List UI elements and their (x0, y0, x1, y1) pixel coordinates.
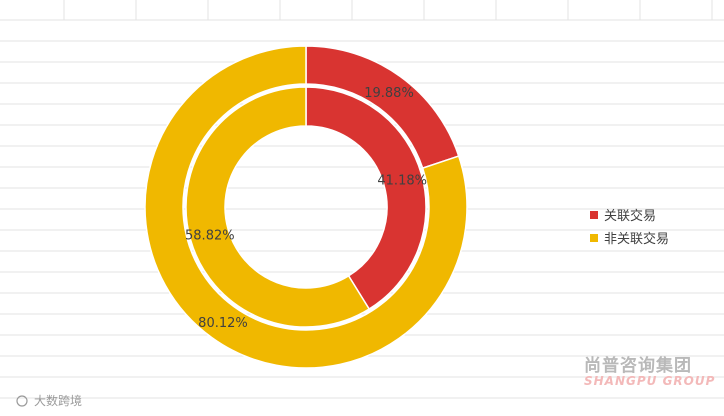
outer-ring-slice-nonrelated (144, 45, 468, 369)
watermark-company-en: SHANGPU GROUP (584, 374, 715, 388)
watermark-company: 尚普咨询集团 SHANGPU GROUP (584, 355, 715, 388)
outer-ring-label-related: 19.88% (364, 86, 414, 101)
watermark-bottom-left: 大数跨境 (16, 393, 82, 408)
legend: 关联交易 非关联交易 (590, 208, 669, 247)
inner-ring-slice-related (305, 86, 427, 311)
data-labels: 19.88% 80.12% 41.18% 58.82% (185, 86, 427, 331)
legend-label-nonrelated: 非关联交易 (604, 231, 669, 247)
inner-ring-label-nonrelated: 58.82% (185, 228, 235, 243)
watermark-company-cn: 尚普咨询集团 (584, 355, 692, 376)
legend-label-related: 关联交易 (604, 208, 656, 224)
legend-swatch-nonrelated (590, 234, 598, 242)
legend-swatch-related (590, 211, 598, 219)
inner-ring-label-related: 41.18% (377, 174, 427, 189)
doughnut-rings (144, 45, 468, 369)
watermark-bottom-left-text: 大数跨境 (34, 393, 82, 408)
watermark-logo-icon (16, 395, 28, 407)
inner-ring-slice-nonrelated (185, 86, 371, 328)
outer-ring-label-nonrelated: 80.12% (198, 316, 248, 331)
